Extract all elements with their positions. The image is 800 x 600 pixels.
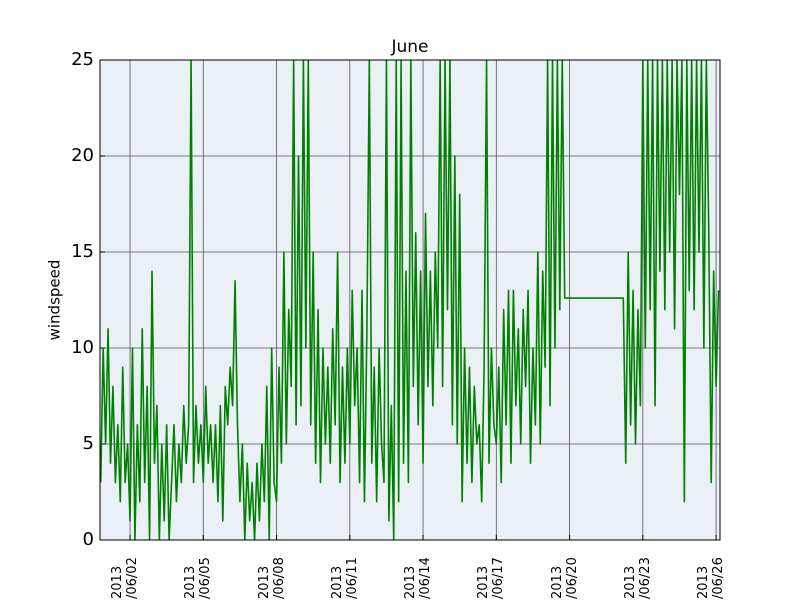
plot-frame (99, 59, 721, 541)
x-tick-label: 2013 /06/20 (549, 557, 580, 599)
x-tick-label: 2013 /06/14 (403, 557, 434, 599)
x-tick-label: 2013 /06/02 (110, 557, 141, 599)
y-tick-label: 20 (71, 145, 94, 166)
y-tick-label: 15 (71, 241, 94, 262)
x-tick-label: 2013 /06/23 (622, 557, 653, 599)
y-tick-label: 5 (83, 433, 94, 454)
x-tick-label: 2013 /06/17 (476, 557, 507, 599)
y-tick-label: 10 (71, 337, 94, 358)
chart-title: June (390, 37, 428, 57)
x-tick-label: 2013 /06/05 (183, 557, 214, 599)
x-tick-label: 2013 /06/08 (256, 557, 287, 599)
x-tick-label: 2013 /06/26 (696, 557, 727, 599)
y-tick-label: 25 (71, 49, 94, 70)
x-tick-label: 2013 /06/11 (329, 557, 360, 599)
y-tick-label: 0 (83, 529, 94, 550)
data-line (100, 60, 720, 540)
y-axis-label: windspeed (46, 260, 64, 341)
